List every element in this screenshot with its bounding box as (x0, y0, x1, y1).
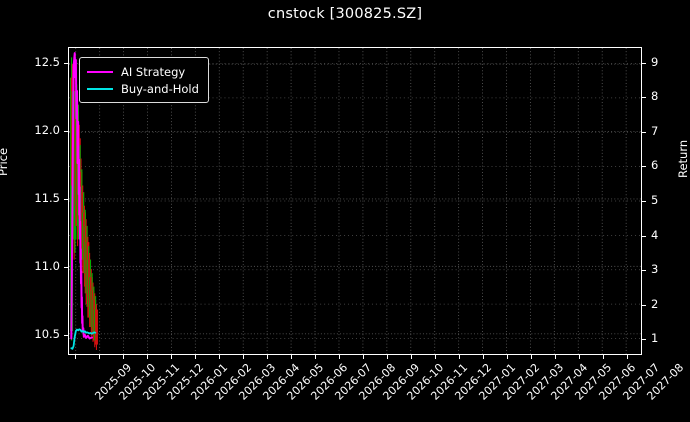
x-tick-mark (507, 355, 509, 359)
x-tick-mark (555, 355, 557, 359)
legend-item-buy-and-hold[interactable]: Buy-and-Hold (87, 80, 199, 97)
y-tick-mark-right (642, 97, 646, 99)
y-tick-label-right: 9 (651, 54, 659, 69)
x-tick-mark (386, 355, 388, 359)
y-tick-label-right: 6 (651, 158, 659, 173)
x-tick-mark (603, 355, 605, 359)
x-tick-mark (122, 355, 124, 359)
x-tick-mark (362, 355, 364, 359)
x-tick-mark (410, 355, 412, 359)
x-tick-mark (194, 355, 196, 359)
y-tick-mark-right (642, 304, 646, 306)
y-tick-mark-left (64, 63, 68, 65)
y-tick-mark-right (642, 166, 646, 168)
y-tick-mark-left (64, 198, 68, 200)
y-tick-label-right: 3 (651, 262, 659, 277)
y-tick-label-left: 11.5 (34, 190, 60, 205)
legend-label-ai-strategy: AI Strategy (121, 64, 186, 79)
y-tick-label-right: 7 (651, 123, 659, 138)
y-tick-mark-right (642, 62, 646, 64)
legend-swatch-buy-and-hold (87, 87, 113, 90)
x-tick-mark (531, 355, 533, 359)
x-tick-mark (170, 355, 172, 359)
plot-area[interactable]: AI Strategy Buy-and-Hold (68, 47, 642, 355)
y-tick-mark-right (642, 270, 646, 272)
legend-item-ai-strategy[interactable]: AI Strategy (87, 63, 199, 80)
x-tick-mark (627, 355, 629, 359)
data-layer (70, 52, 98, 350)
y-tick-mark-left (64, 131, 68, 133)
x-tick-mark (458, 355, 460, 359)
x-tick-mark (338, 355, 340, 359)
y-tick-mark-right (642, 235, 646, 237)
x-tick-mark (314, 355, 316, 359)
y-tick-label-left: 11.0 (34, 258, 60, 273)
x-tick-mark (579, 355, 581, 359)
chart-legend[interactable]: AI Strategy Buy-and-Hold (79, 57, 209, 103)
x-tick-mark (434, 355, 436, 359)
y-tick-label-left: 10.5 (34, 326, 60, 341)
y-tick-label-right: 4 (651, 227, 659, 242)
y-tick-mark-left (64, 334, 68, 336)
y-tick-mark-right (642, 339, 646, 341)
chart-title: cnstock [300825.SZ] (267, 6, 423, 22)
legend-label-buy-and-hold: Buy-and-Hold (121, 81, 199, 96)
y-tick-label-right: 1 (651, 331, 659, 346)
x-tick-mark (483, 355, 484, 359)
y-tick-label-left: 12.5 (34, 55, 60, 70)
x-tick-mark (242, 355, 244, 359)
x-tick-mark (98, 355, 100, 359)
y-tick-mark-left (64, 266, 68, 268)
x-tick-mark (146, 355, 148, 359)
x-tick-mark (266, 355, 268, 359)
y-axis-label-left: Price (0, 147, 10, 176)
x-tick-mark (74, 355, 76, 359)
y-axis-label-right: Return (676, 139, 690, 178)
x-tick-mark (218, 355, 220, 359)
y-tick-label-left: 12.0 (34, 123, 60, 138)
y-tick-label-right: 2 (651, 296, 659, 311)
y-tick-label-right: 5 (651, 193, 659, 207)
x-tick-mark (290, 355, 292, 359)
y-tick-label-right: 8 (651, 89, 659, 104)
y-tick-mark-right (642, 131, 646, 133)
legend-swatch-ai-strategy (87, 70, 113, 73)
y-tick-mark-right (642, 201, 646, 202)
